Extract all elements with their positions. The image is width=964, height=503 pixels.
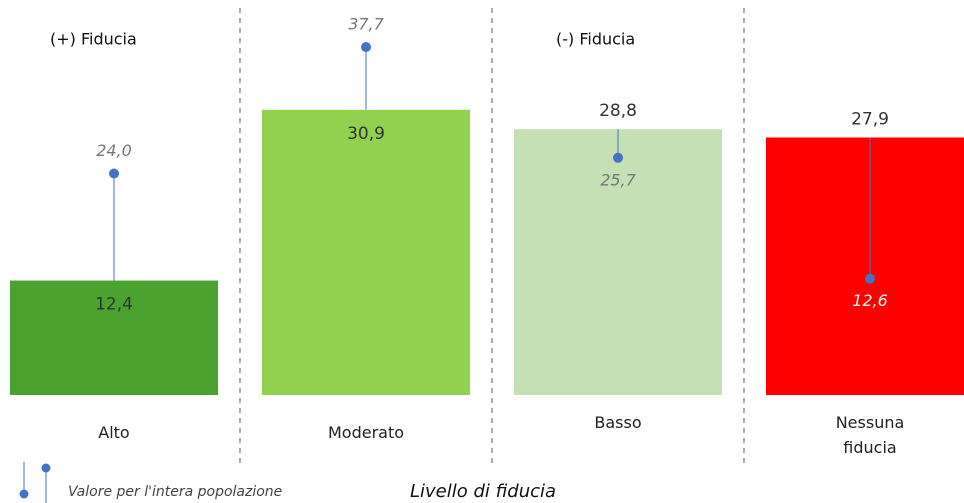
x-tick-label: Nessuna fiducia (835, 413, 905, 457)
bar-value-label: 30,9 (347, 124, 385, 144)
marker (361, 42, 371, 53)
marker (109, 168, 119, 179)
bar (10, 280, 218, 395)
separators (239, 8, 745, 465)
x-tick-label: Alto (98, 423, 130, 442)
marker-value-label: 24,0 (96, 141, 132, 160)
legend-icon (19, 462, 51, 503)
bar (766, 137, 964, 395)
marker-value-label: 37,7 (348, 15, 384, 34)
legend-label: Valore per l'intera popolazione (68, 484, 282, 500)
marker (613, 152, 623, 163)
x-tick-label: Basso (594, 413, 642, 432)
bar (514, 129, 722, 395)
marker-value-label: 25,7 (600, 170, 636, 189)
bar-value-label: 27,9 (851, 109, 889, 129)
marker-value-label: 12,6 (852, 291, 888, 310)
bar-value-label: 28,8 (599, 101, 637, 121)
x-axis-label: Livello di fiducia (410, 481, 556, 502)
annotation: (-) Fiducia (556, 30, 635, 49)
annotation: (+) Fiducia (50, 30, 137, 49)
marker (865, 273, 875, 284)
bar (262, 109, 470, 395)
x-tick-label: Moderato (327, 423, 405, 442)
bar-value-label: 12,4 (95, 295, 133, 315)
